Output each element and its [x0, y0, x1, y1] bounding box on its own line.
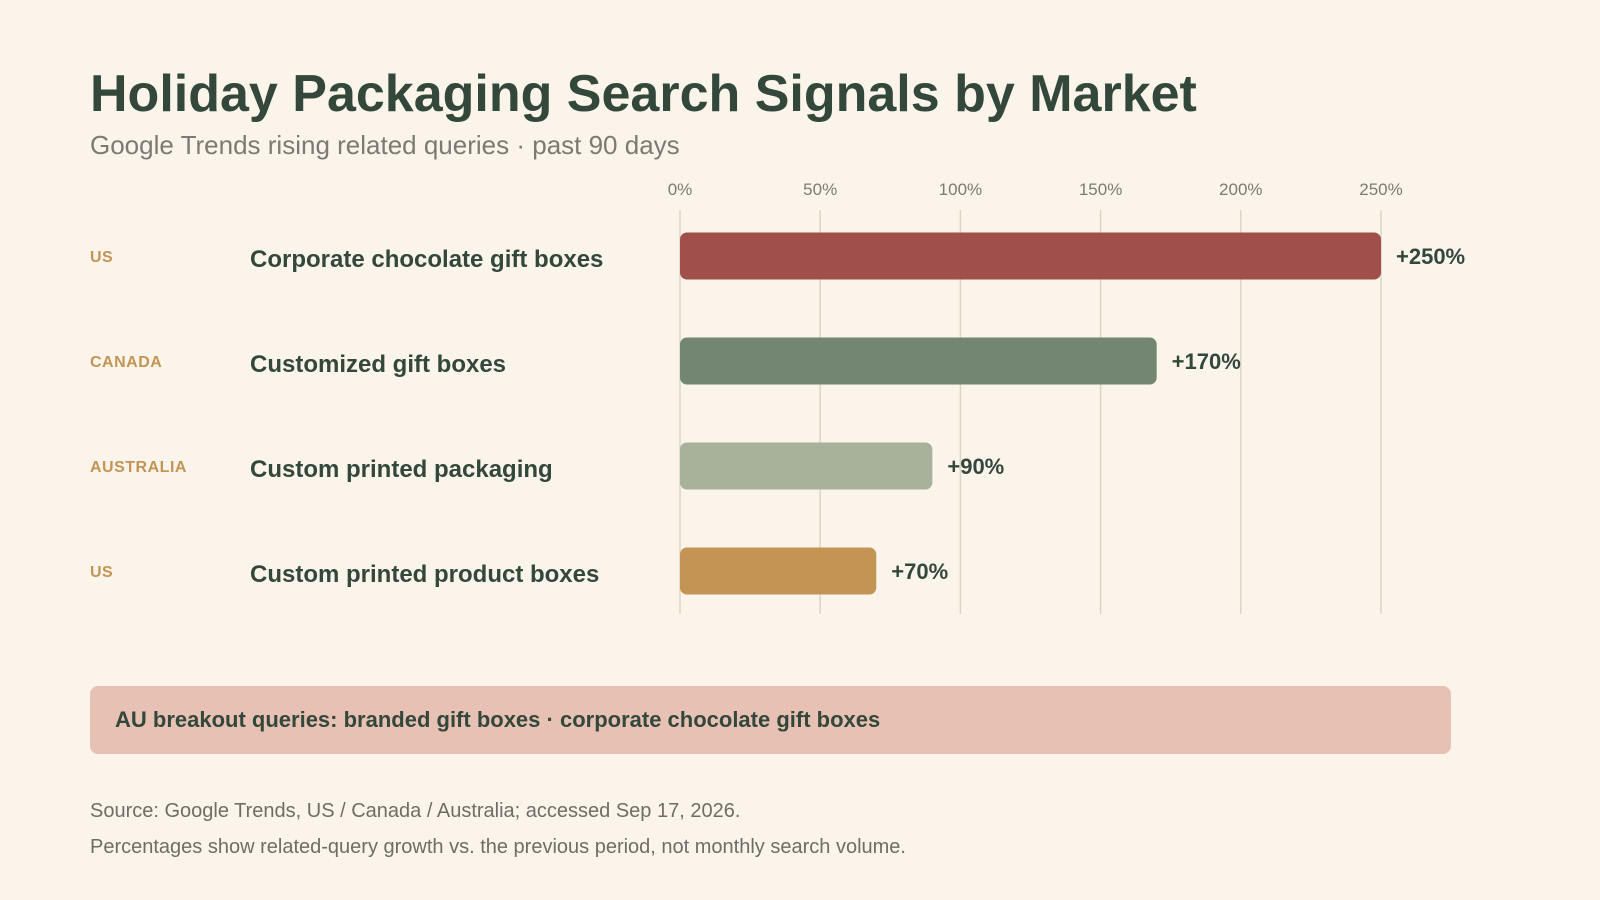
methodology-note: Percentages show related-query growth vs… — [90, 836, 906, 858]
market-label: US — [90, 564, 113, 581]
x-tick-label: 50% — [803, 180, 837, 199]
x-tick-label: 250% — [1359, 180, 1402, 199]
query-label: Custom printed packaging — [250, 456, 553, 483]
value-label: +170% — [1172, 349, 1241, 374]
bar-chart: 0% 50% 100% 150% 200% 250% US Corporate chocola… — [90, 180, 1465, 614]
value-label: +70% — [891, 559, 948, 584]
market-label: AUSTRALIA — [90, 459, 187, 476]
page-title: Holiday Packaging Search Signals by Mark… — [90, 65, 1197, 123]
value-label: +250% — [1396, 244, 1465, 269]
bar — [680, 232, 1381, 280]
query-label: Customized gift boxes — [250, 351, 506, 378]
bar — [680, 442, 933, 490]
market-label: US — [90, 249, 113, 266]
x-tick-label: 200% — [1219, 180, 1262, 199]
callout-text: AU breakout queries: branded gift boxes … — [115, 707, 881, 732]
query-label: Corporate chocolate gift boxes — [250, 246, 603, 273]
breakout-callout: AU breakout queries: branded gift boxes … — [90, 686, 1451, 754]
x-tick-label: 150% — [1079, 180, 1122, 199]
page-subtitle: Google Trends rising related queries · p… — [90, 130, 680, 160]
market-label: CANADA — [90, 354, 162, 371]
bar — [680, 547, 877, 595]
x-tick-label: 100% — [939, 180, 982, 199]
x-tick-label: 0% — [668, 180, 693, 199]
bar — [680, 337, 1157, 385]
value-label: +90% — [947, 454, 1004, 479]
query-label: Custom printed product boxes — [250, 561, 599, 588]
source-note: Source: Google Trends, US / Canada / Aus… — [90, 800, 741, 822]
